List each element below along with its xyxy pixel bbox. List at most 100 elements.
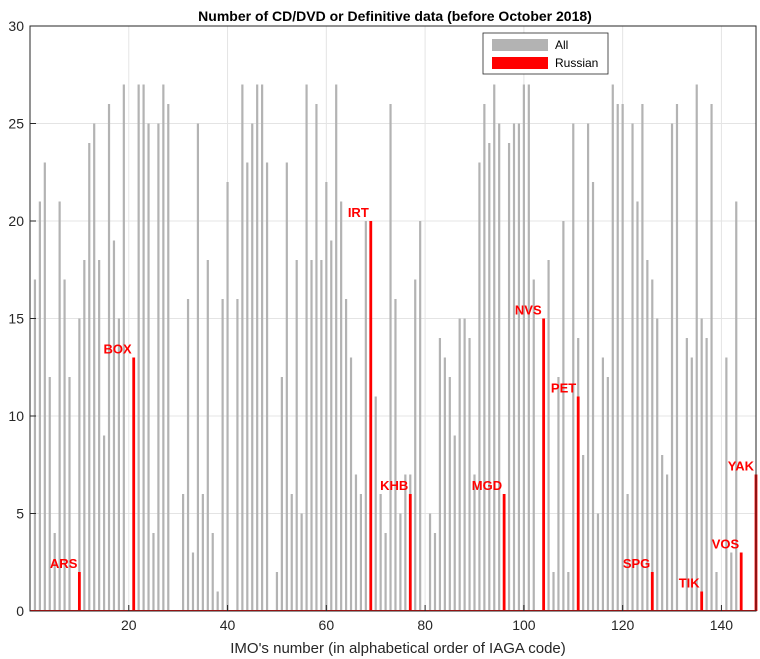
bar-all (122, 84, 125, 611)
bar-all (586, 123, 590, 611)
bar-all (384, 533, 387, 611)
bar-all (315, 104, 318, 611)
bar-all (666, 474, 669, 611)
bar-all (616, 104, 619, 611)
bar-all (572, 123, 575, 611)
bar-all (112, 240, 116, 611)
bar-all (216, 591, 219, 611)
bar-all (675, 104, 679, 611)
bar-all (567, 572, 570, 611)
x-axis-title: IMO's number (in alphabetical order of I… (230, 640, 566, 657)
bar-all (552, 572, 555, 611)
x-tick-label: 20 (121, 617, 137, 633)
bar-all (404, 474, 407, 611)
bar-all (636, 201, 639, 611)
bar-all (725, 357, 728, 611)
bar-all (527, 84, 530, 611)
legend-swatch-all (492, 39, 548, 51)
station-label: MGD (472, 478, 502, 493)
bar-all (379, 494, 382, 611)
bar-all (211, 533, 214, 611)
legend-label-all: All (555, 38, 568, 52)
bar-all (646, 260, 649, 611)
bar-all (414, 279, 417, 611)
bar-all (468, 338, 471, 611)
bar-all (241, 84, 244, 611)
bar-all (443, 357, 446, 611)
y-tick-label: 5 (16, 506, 24, 522)
bar-all (330, 240, 333, 611)
bar-all (656, 318, 659, 611)
legend-label-russian: Russian (555, 56, 598, 70)
bar-all (374, 396, 377, 611)
bar-all (157, 123, 160, 611)
bar-all (221, 299, 224, 611)
bar-all (152, 533, 155, 611)
y-tick-label: 30 (8, 18, 24, 34)
legend: All Russian (482, 32, 609, 75)
bar-all (419, 221, 422, 611)
x-tick-label: 100 (512, 617, 536, 633)
bar-all (735, 201, 738, 611)
bar-all (641, 104, 644, 611)
bar-all (325, 182, 328, 611)
x-tick-label: 80 (417, 617, 433, 633)
bar-all (88, 143, 91, 611)
bar-all (532, 279, 535, 611)
bar-all (601, 357, 604, 611)
bar-all (285, 162, 288, 611)
bar-all (305, 84, 308, 611)
bar-all (389, 104, 392, 611)
bar-all (191, 552, 195, 611)
station-label: SPG (623, 556, 650, 571)
bar-all (448, 377, 451, 611)
bar-all (690, 357, 693, 611)
bar-all (147, 123, 150, 611)
bar-all (710, 104, 713, 611)
bar-all (596, 513, 600, 611)
station-label: PET (551, 381, 576, 396)
bar-all (340, 201, 343, 611)
bar-all (290, 494, 293, 611)
station-label: YAK (728, 459, 755, 474)
bar-all (364, 221, 367, 611)
bar-all (251, 123, 254, 611)
bar-all (48, 377, 51, 611)
y-tick-label: 15 (8, 311, 24, 327)
bar-all (715, 572, 718, 611)
y-axis-ticks: 0 5 10 15 20 25 30 (8, 18, 36, 619)
x-tick-label: 40 (220, 617, 236, 633)
legend-swatch-russian (492, 57, 548, 69)
bar-all (359, 494, 362, 611)
y-tick-label: 25 (8, 116, 24, 132)
bar-russian (542, 318, 546, 611)
bar-all (102, 435, 106, 611)
bar-all (246, 162, 249, 611)
bar-all (606, 377, 609, 611)
bar-russian (502, 494, 506, 611)
bar-russian (700, 591, 704, 611)
bar-all (261, 84, 264, 611)
bar-all (700, 318, 703, 611)
bar-all (300, 513, 303, 611)
bar-all (310, 260, 313, 611)
bar-all (98, 260, 101, 611)
bar-all (582, 455, 585, 611)
bar-all (399, 513, 402, 611)
x-tick-label: 60 (319, 617, 335, 633)
bar-all (730, 552, 733, 611)
bar-all (394, 299, 397, 611)
bar-russian (408, 494, 412, 611)
bar-all (275, 572, 279, 611)
bar-all (522, 84, 525, 611)
bar-all (117, 318, 120, 611)
bar-all (107, 104, 111, 611)
bar-all (488, 143, 491, 611)
bar-russian (576, 396, 580, 611)
bar-all (236, 299, 239, 611)
bar-all (705, 338, 708, 611)
bar-all (438, 338, 442, 611)
bar-all (611, 84, 614, 611)
bar-all (53, 533, 56, 611)
bar-all (280, 377, 283, 611)
